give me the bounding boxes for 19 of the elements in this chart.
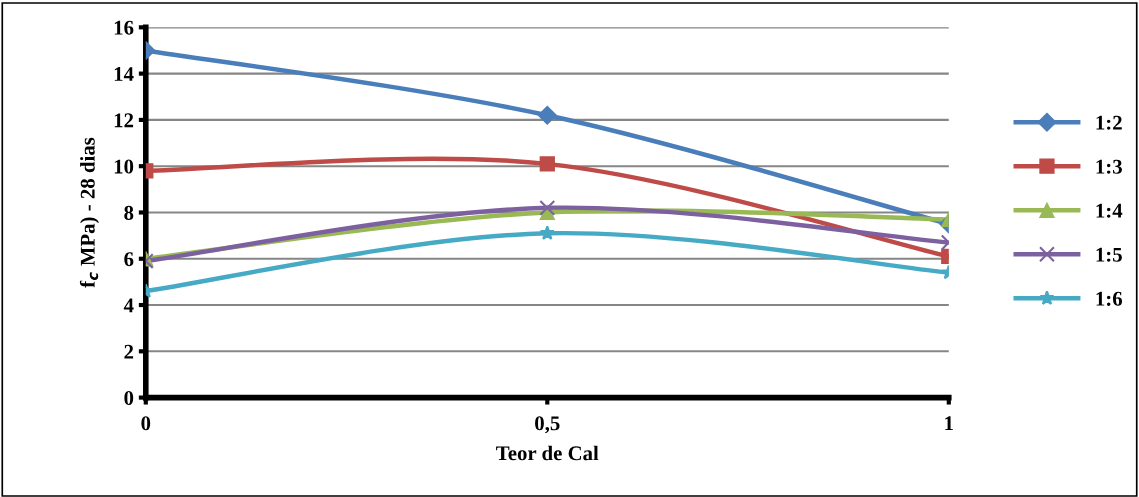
legend-label: 1:3 — [1096, 159, 1122, 174]
y-tick-label: 10 — [114, 159, 134, 174]
y-tick-label: 6 — [124, 252, 134, 267]
y-tick-label: 16 — [114, 20, 134, 35]
x-tick-label: 0 — [141, 416, 151, 431]
y-tick-label: 14 — [114, 67, 134, 81]
legend-label: 1:5 — [1096, 247, 1122, 262]
legend-label: 1:4 — [1096, 203, 1123, 218]
x-tick-label: 0,5 — [535, 416, 560, 434]
y-tick-label: 4 — [123, 298, 134, 313]
y-tick-label: 8 — [124, 205, 134, 220]
x-axis-title: Teor de Cal — [496, 445, 599, 461]
y-tick-label: 12 — [114, 113, 134, 128]
x-tick-label: 1 — [945, 416, 953, 431]
y-tick-label: 0 — [124, 390, 134, 406]
legend-label: 1:2 — [1096, 115, 1122, 130]
y-axis-title: f$_{c}$ MPa) - 28 dias — [79, 137, 99, 288]
y-tick-label: 2 — [124, 344, 134, 359]
legend-label: 1:6 — [1096, 291, 1123, 306]
